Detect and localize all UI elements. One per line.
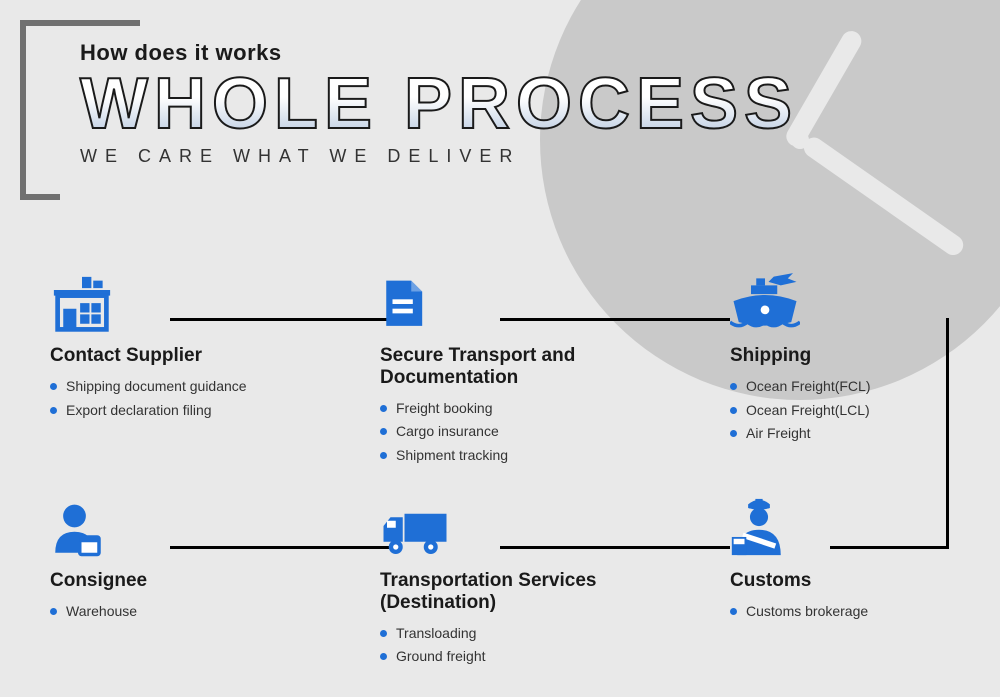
- process-grid: Contact Supplier Shipping document guida…: [50, 270, 980, 687]
- list-item: Transloading: [380, 622, 660, 646]
- list-item: Freight booking: [380, 397, 660, 421]
- warehouse-icon: [50, 270, 120, 335]
- list-item: Ocean Freight(FCL): [730, 375, 1000, 399]
- ship-plane-icon: [730, 270, 800, 335]
- list-item: Customs brokerage: [730, 600, 1000, 624]
- step-title: Shipping: [730, 345, 1000, 367]
- list-item: Export declaration filing: [50, 399, 330, 423]
- list-item: Cargo insurance: [380, 420, 660, 444]
- list-item: Ocean Freight(LCL): [730, 399, 1000, 423]
- list-item: Shipping document guidance: [50, 375, 330, 399]
- list-item: Ground freight: [380, 645, 660, 669]
- tagline: WE CARE WHAT WE DELIVER: [80, 146, 798, 167]
- step-consignee: Consignee Warehouse: [50, 495, 330, 624]
- list-item: Shipment tracking: [380, 444, 660, 468]
- step-shipping: Shipping Ocean Freight(FCL)Ocean Freight…: [730, 270, 1000, 446]
- consignee-icon: [50, 495, 120, 560]
- step-items: Freight bookingCargo insuranceShipment t…: [380, 397, 660, 468]
- step-items: Shipping document guidanceExport declara…: [50, 375, 330, 423]
- step-transport-dest: Transportation Services (Destination) Tr…: [380, 495, 660, 669]
- step-secure-transport: Secure Transport and Documentation Freig…: [380, 270, 660, 468]
- step-title: Customs: [730, 570, 1000, 592]
- document-icon: [380, 270, 450, 335]
- step-items: Warehouse: [50, 600, 330, 624]
- list-item: Warehouse: [50, 600, 330, 624]
- header: How does it works WHOLE PROCESS WE CARE …: [80, 40, 798, 167]
- step-items: TransloadingGround freight: [380, 622, 660, 670]
- truck-icon: [380, 495, 450, 560]
- kicker-text: How does it works: [80, 40, 798, 66]
- step-title: Consignee: [50, 570, 330, 592]
- step-items: Ocean Freight(FCL)Ocean Freight(LCL)Air …: [730, 375, 1000, 446]
- customs-officer-icon: [730, 495, 800, 560]
- headline: WHOLE PROCESS: [80, 70, 798, 138]
- list-item: Air Freight: [730, 422, 1000, 446]
- step-title: Transportation Services (Destination): [380, 570, 660, 614]
- corner-frame-bottom: [20, 194, 60, 200]
- step-title: Secure Transport and Documentation: [380, 345, 660, 389]
- step-title: Contact Supplier: [50, 345, 330, 367]
- step-customs: Customs Customs brokerage: [730, 495, 1000, 624]
- step-contact-supplier: Contact Supplier Shipping document guida…: [50, 270, 330, 422]
- step-items: Customs brokerage: [730, 600, 1000, 624]
